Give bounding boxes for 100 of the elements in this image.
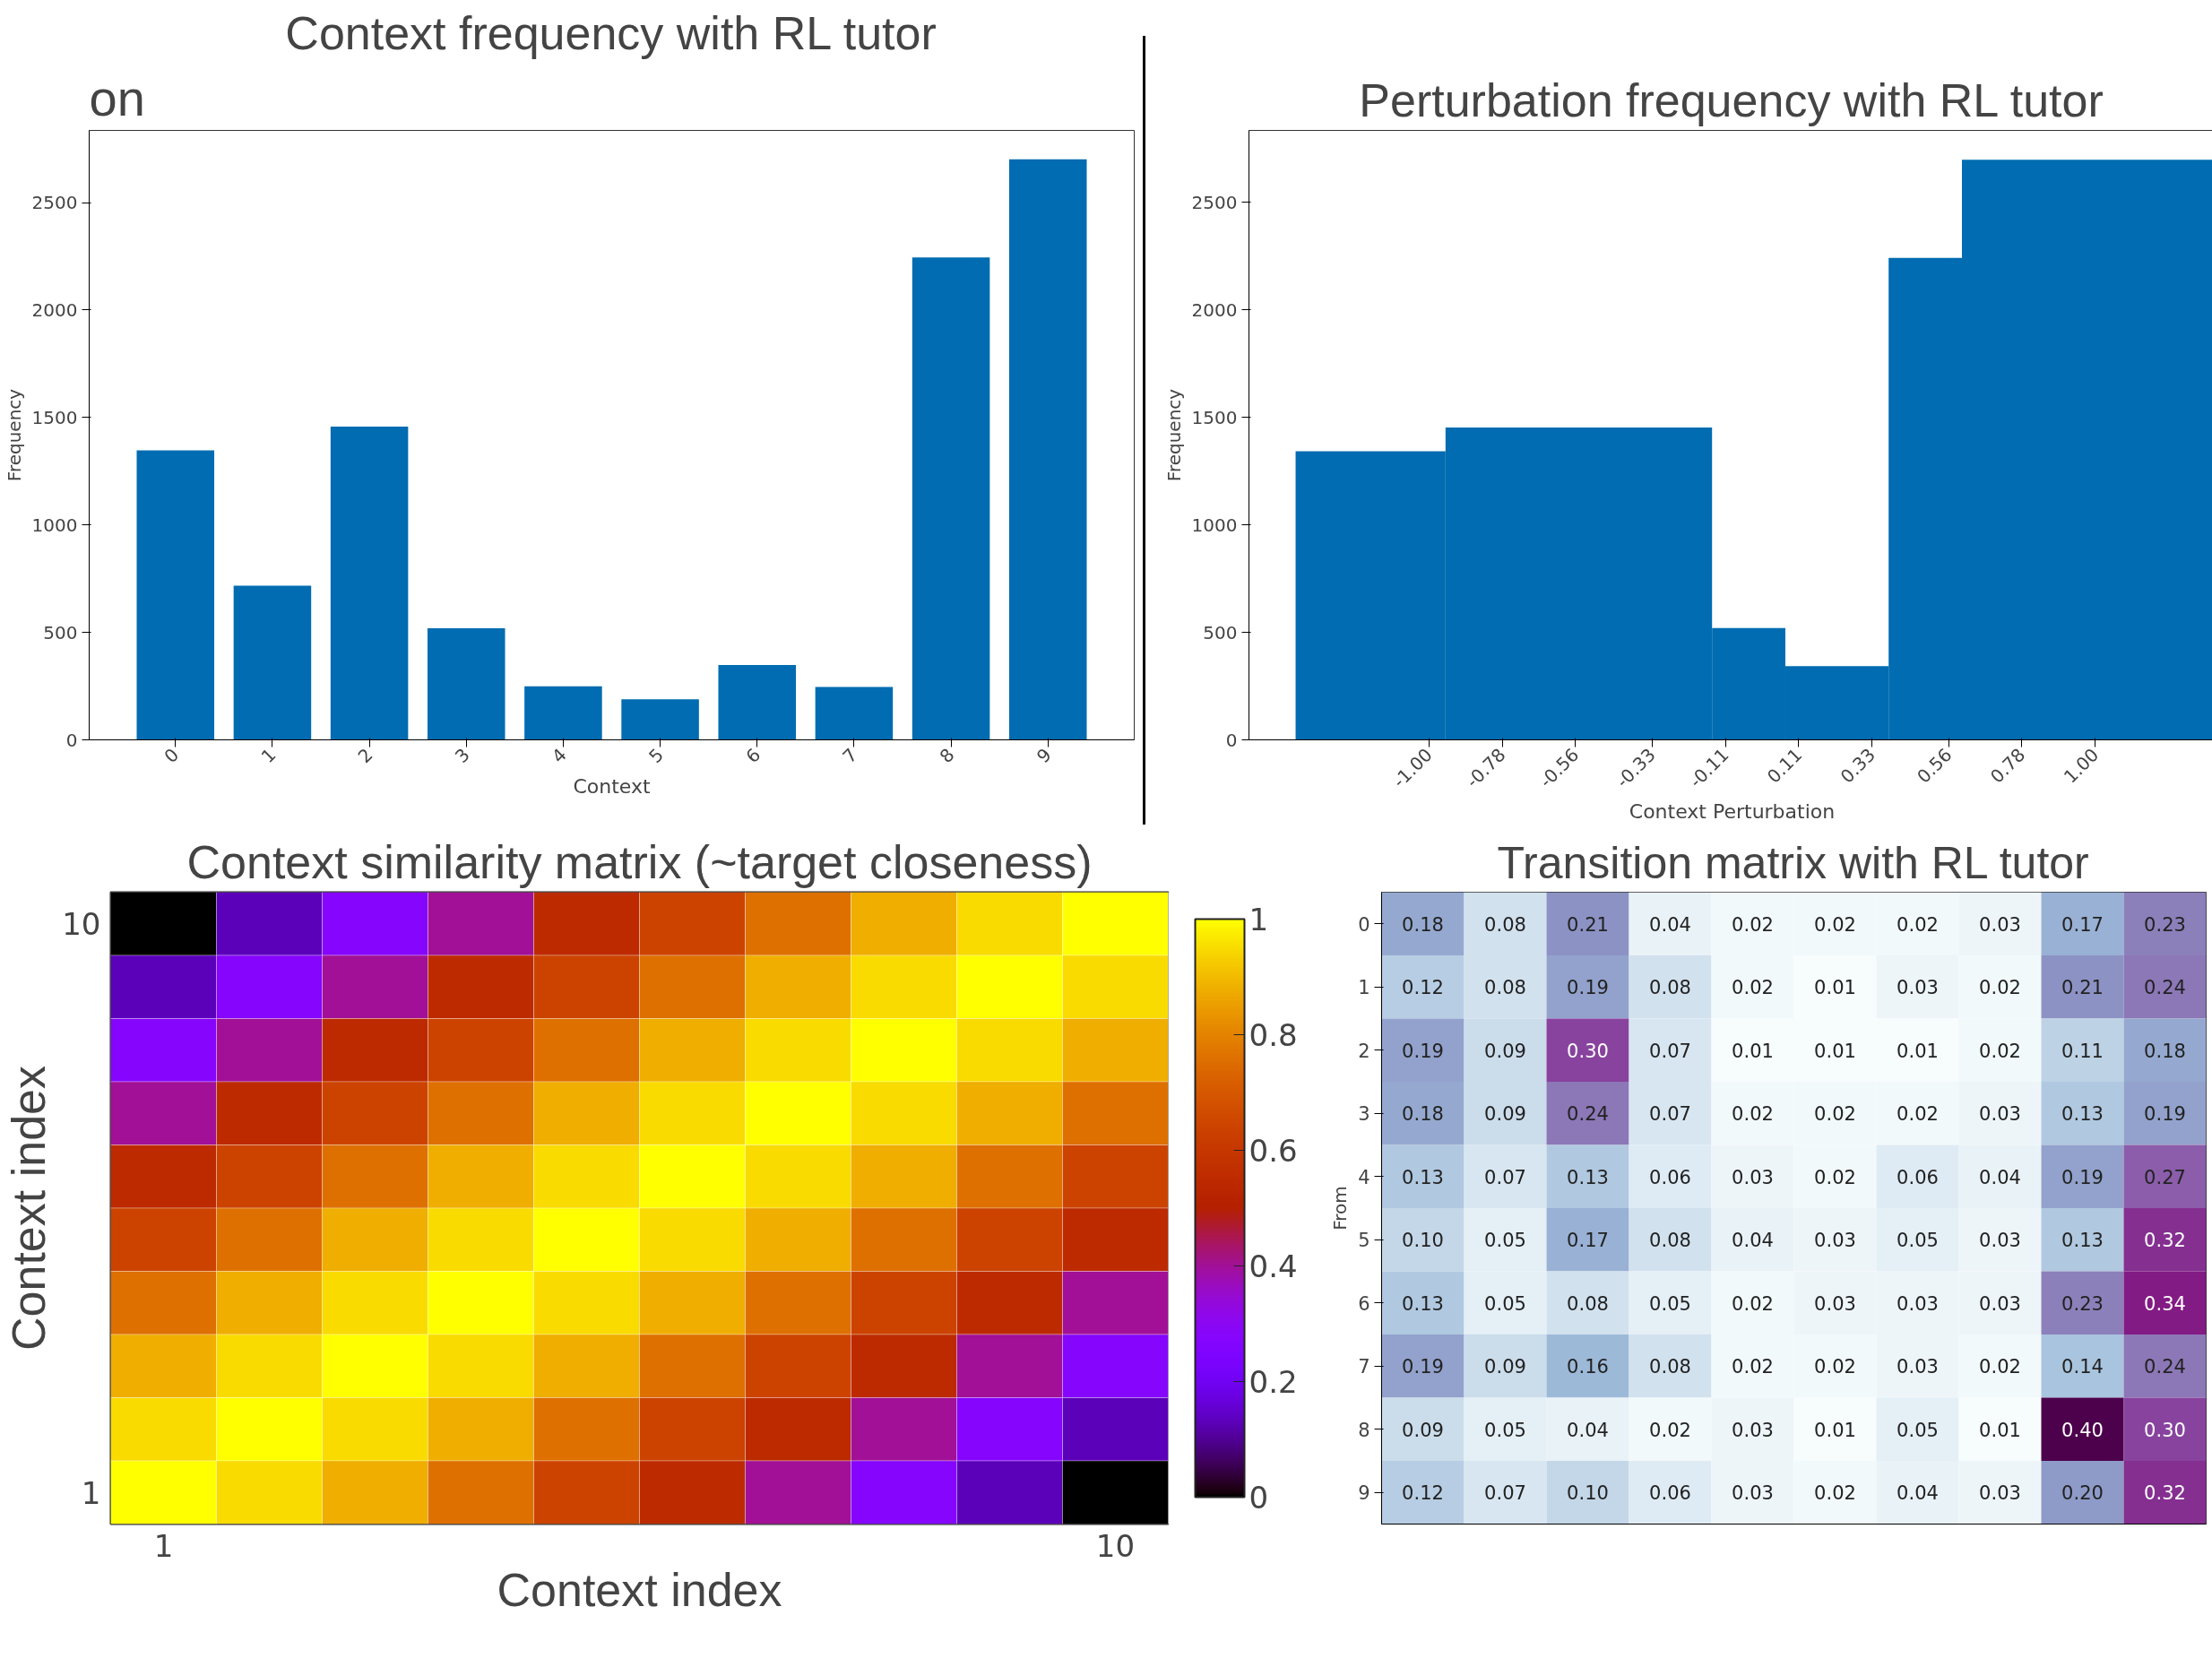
data-label: 0.18: [2144, 1040, 2186, 1062]
data-label: 0.23: [2061, 1292, 2104, 1315]
data-label: 0.02: [1732, 977, 1774, 999]
data-label: 0.01: [1814, 977, 1856, 999]
data-label: 0.02: [1979, 1356, 2021, 1378]
data-label: 0.02: [1814, 1482, 1856, 1505]
data-label: 0.20: [2061, 1482, 2104, 1505]
data-label: 0.13: [1567, 1166, 1609, 1188]
y-axis-title: From: [1329, 1186, 1352, 1231]
data-label: 0.32: [2144, 1230, 2186, 1252]
data-label: 0.02: [1814, 913, 1856, 936]
y-tick-label: 1500: [1191, 406, 1238, 428]
x-tick-label: 8: [935, 744, 959, 767]
y-tick-label: 2000: [31, 298, 78, 321]
bar: [233, 585, 312, 740]
data-label: 0.14: [2061, 1356, 2104, 1378]
data-label: 0.24: [2144, 1356, 2186, 1378]
data-label: 0.03: [1814, 1292, 1856, 1315]
data-label: 0.34: [2144, 1292, 2186, 1315]
data-label: 0.01: [1732, 1040, 1774, 1062]
y-tick-label: 8: [1358, 1419, 1370, 1441]
data-label: 0.03: [1979, 1230, 2021, 1252]
x-tick-label: 3: [450, 744, 474, 767]
data-label: 0.17: [2061, 913, 2104, 936]
bar: [912, 257, 990, 740]
data-label: 0.02: [1979, 977, 2021, 999]
data-label: 0.18: [1402, 913, 1444, 936]
data-label: 0.05: [1897, 1230, 1939, 1252]
data-label: 0.12: [1402, 977, 1444, 999]
data-label: 0.04: [1567, 1419, 1609, 1441]
x-tick-label: 4: [547, 744, 571, 767]
data-label: 0.03: [1979, 1292, 2021, 1315]
data-label: 0.05: [1484, 1230, 1526, 1252]
y-tick-label: 6: [1358, 1292, 1370, 1315]
data-label: 0.03: [1897, 1356, 1939, 1378]
color-bar-label: 0.2: [1249, 1364, 1298, 1400]
data-label: 0.16: [1567, 1356, 1609, 1378]
data-label: 0.01: [1979, 1419, 2021, 1441]
bar: [718, 665, 797, 740]
data-label: 0.05: [1484, 1292, 1526, 1315]
data-label: 0.08: [1484, 913, 1526, 936]
y-tick-label: 1500: [31, 406, 78, 428]
data-label: 0.08: [1649, 1356, 1691, 1378]
data-label: 0.18: [1402, 1103, 1444, 1126]
bar: [330, 426, 409, 740]
color-bar-label: 0: [1249, 1480, 1269, 1516]
data-label: 0.02: [1732, 1356, 1774, 1378]
x-tick-label: 2: [353, 744, 377, 767]
y-tick-label: 0: [1225, 729, 1238, 751]
data-label: 0.17: [1567, 1230, 1609, 1252]
data-label: 0.13: [1402, 1292, 1444, 1315]
y-axis-title: Frequency: [3, 388, 25, 482]
x-axis-title: Context Perturbation: [1629, 799, 1836, 823]
y-tick-label: 1: [1358, 977, 1370, 999]
data-label: 0.13: [2061, 1103, 2104, 1126]
x-tick-label: 9: [1032, 744, 1056, 767]
data-label: 0.02: [1814, 1356, 1856, 1378]
y-tick-label: 1000: [1191, 514, 1238, 536]
data-label: 0.02: [1814, 1166, 1856, 1188]
data-label: 0.08: [1649, 1230, 1691, 1252]
data-label: 0.19: [1567, 977, 1609, 999]
bar: [524, 686, 602, 740]
chart-title: Transition matrix with RL tutor: [1497, 837, 2089, 888]
y-tick-label: 1: [81, 1474, 101, 1511]
data-label: 0.03: [1979, 1103, 2021, 1126]
data-label: 0.01: [1814, 1040, 1856, 1062]
data-label: 0.03: [1979, 913, 2021, 936]
chart-title: Perturbation frequency with RL tutor: [1359, 73, 2104, 126]
data-label: 0.03: [1814, 1230, 1856, 1252]
y-tick-label: 1000: [31, 514, 78, 536]
data-label: 0.02: [1979, 1040, 2021, 1062]
data-label: 0.03: [1897, 977, 1939, 999]
y-tick-label: 10: [62, 906, 101, 943]
color-bar-label: 1: [1249, 902, 1269, 937]
data-label: 0.24: [2144, 977, 2186, 999]
color-bar-label: 0.6: [1249, 1133, 1298, 1169]
data-label: 0.07: [1649, 1103, 1691, 1126]
y-tick-label: 500: [1203, 621, 1238, 643]
data-label: 0.04: [1732, 1230, 1774, 1252]
data-label: 0.21: [2061, 977, 2104, 999]
data-label: 0.02: [1732, 1103, 1774, 1126]
y-tick-label: 4: [1358, 1166, 1370, 1188]
y-axis-title: Frequency: [1162, 388, 1185, 482]
data-label: 0.06: [1649, 1482, 1691, 1505]
x-tick-label: 6: [741, 744, 765, 767]
data-label: 0.03: [1732, 1482, 1774, 1505]
data-label: 0.01: [1814, 1419, 1856, 1441]
x-tick-label: 7: [838, 744, 862, 767]
color-bar-label: 0.4: [1249, 1248, 1298, 1284]
data-label: 0.02: [1732, 1292, 1774, 1315]
data-label: 0.10: [1402, 1230, 1444, 1252]
data-label: 0.27: [2144, 1166, 2186, 1188]
y-tick-label: 0: [65, 729, 78, 751]
data-label: 0.30: [1567, 1040, 1609, 1062]
data-label: 0.04: [1897, 1482, 1939, 1505]
bar: [136, 450, 215, 740]
data-label: 0.05: [1897, 1419, 1939, 1441]
data-label: 0.02: [1814, 1103, 1856, 1126]
y-tick-label: 3: [1358, 1103, 1370, 1126]
bar: [427, 628, 505, 740]
